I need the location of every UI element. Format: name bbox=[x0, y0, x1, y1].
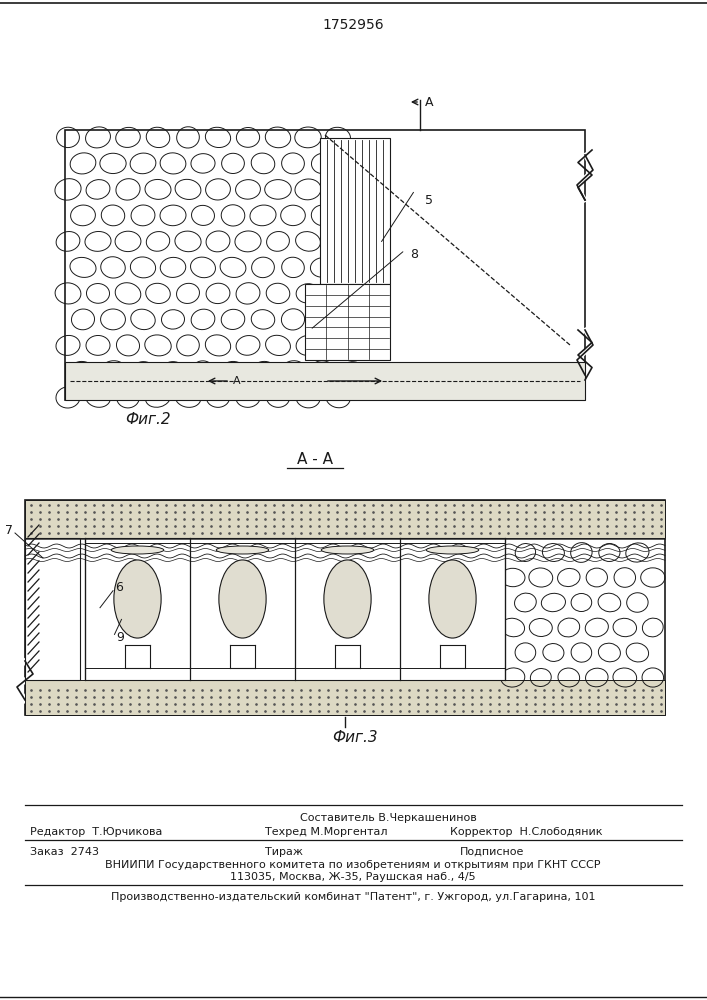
Text: 113035, Москва, Ж-35, Раушская наб., 4/5: 113035, Москва, Ж-35, Раушская наб., 4/5 bbox=[230, 872, 476, 882]
Bar bbox=[25, 538, 80, 680]
Text: Фиг.3: Фиг.3 bbox=[332, 730, 378, 744]
Text: 9: 9 bbox=[117, 631, 124, 644]
Text: Техред М.Моргентал: Техред М.Моргентал bbox=[265, 827, 387, 837]
Text: Заказ  2743: Заказ 2743 bbox=[30, 847, 99, 857]
Text: 5: 5 bbox=[425, 194, 433, 207]
Text: 8: 8 bbox=[410, 248, 418, 261]
Bar bbox=[25, 500, 665, 715]
Text: 7: 7 bbox=[5, 524, 13, 536]
Ellipse shape bbox=[111, 546, 164, 554]
Text: А - А: А - А bbox=[297, 452, 333, 468]
Text: Корректор  Н.Слободяник: Корректор Н.Слободяник bbox=[450, 827, 602, 837]
Bar bbox=[25, 500, 665, 538]
Text: Фиг.2: Фиг.2 bbox=[125, 412, 170, 428]
Text: Производственно-издательский комбинат "Патент", г. Ужгород, ул.Гагарина, 101: Производственно-издательский комбинат "П… bbox=[111, 892, 595, 902]
Text: 1752956: 1752956 bbox=[322, 18, 384, 32]
Bar bbox=[65, 362, 585, 400]
Text: 6: 6 bbox=[115, 581, 123, 594]
Bar bbox=[305, 284, 390, 360]
Ellipse shape bbox=[324, 560, 371, 638]
Ellipse shape bbox=[321, 546, 374, 554]
Text: А: А bbox=[233, 376, 240, 386]
Bar bbox=[25, 680, 665, 715]
Ellipse shape bbox=[429, 560, 476, 638]
Ellipse shape bbox=[114, 560, 161, 638]
Text: Тираж: Тираж bbox=[265, 847, 303, 857]
Text: Подписное: Подписное bbox=[460, 847, 525, 857]
Ellipse shape bbox=[219, 560, 266, 638]
Text: А: А bbox=[425, 96, 433, 108]
Ellipse shape bbox=[216, 546, 269, 554]
Ellipse shape bbox=[426, 546, 479, 554]
Text: ВНИИПИ Государственного комитета по изобретениям и открытиям при ГКНТ СССР: ВНИИПИ Государственного комитета по изоб… bbox=[105, 860, 601, 870]
Text: Редактор  Т.Юрчикова: Редактор Т.Юрчикова bbox=[30, 827, 163, 837]
Text: Составитель В.Черкашенинов: Составитель В.Черкашенинов bbox=[300, 813, 477, 823]
Bar bbox=[65, 130, 585, 400]
Bar bbox=[85, 538, 505, 680]
Bar bbox=[320, 138, 390, 284]
